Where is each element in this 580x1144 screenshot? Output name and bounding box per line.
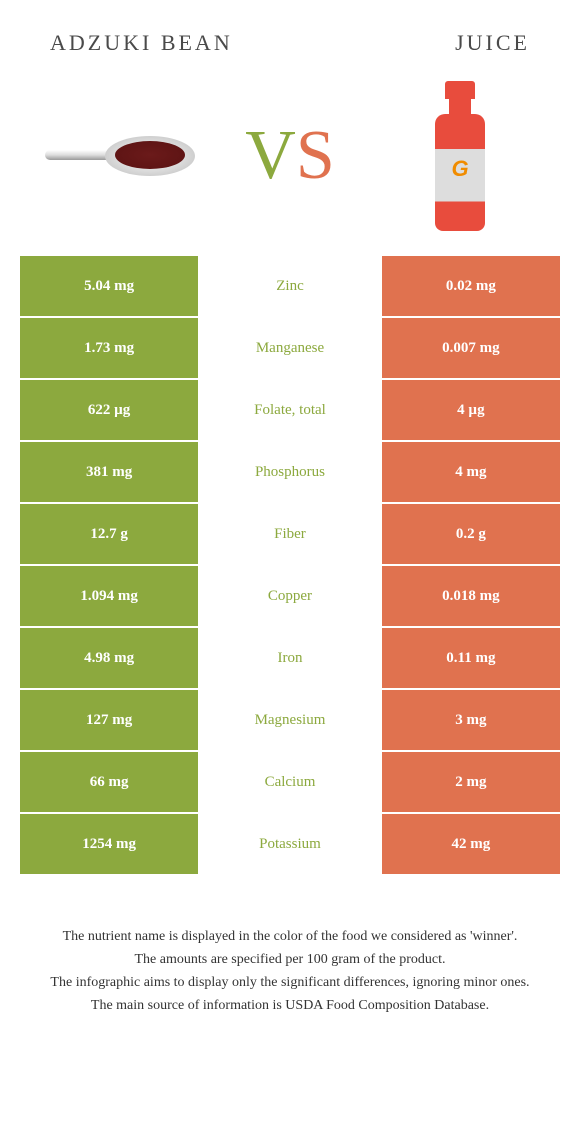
bottle-icon: G — [435, 81, 485, 231]
cell-right-value: 2 mg — [382, 752, 560, 812]
vs-row: VS G — [0, 66, 580, 256]
vs-label: VS — [245, 116, 335, 196]
table-row: 1.73 mgManganese0.007 mg — [20, 318, 560, 380]
cell-right-value: 4 µg — [382, 380, 560, 440]
cell-left-value: 1254 mg — [20, 814, 198, 874]
table-row: 1.094 mgCopper0.018 mg — [20, 566, 560, 628]
title-right: Juice — [455, 30, 530, 56]
cell-left-value: 381 mg — [20, 442, 198, 502]
footer-notes: The nutrient name is displayed in the co… — [0, 876, 580, 1038]
cell-right-value: 0.007 mg — [382, 318, 560, 378]
vs-v-letter: V — [245, 117, 296, 194]
table-row: 66 mgCalcium2 mg — [20, 752, 560, 814]
footer-line-4: The main source of information is USDA F… — [30, 995, 550, 1016]
cell-left-value: 5.04 mg — [20, 256, 198, 316]
cell-left-value: 4.98 mg — [20, 628, 198, 688]
cell-nutrient-name: Manganese — [198, 318, 382, 378]
cell-nutrient-name: Phosphorus — [198, 442, 382, 502]
cell-left-value: 127 mg — [20, 690, 198, 750]
cell-left-value: 622 µg — [20, 380, 198, 440]
nutrient-table: 5.04 mgZinc0.02 mg1.73 mgManganese0.007 … — [20, 256, 560, 876]
header-row: Adzuki bean Juice — [0, 0, 580, 66]
cell-nutrient-name: Iron — [198, 628, 382, 688]
table-row: 1254 mgPotassium42 mg — [20, 814, 560, 876]
juice-image: G — [380, 76, 540, 236]
footer-line-3: The infographic aims to display only the… — [30, 972, 550, 993]
adzuki-bean-image — [40, 76, 200, 236]
cell-left-value: 1.094 mg — [20, 566, 198, 626]
cell-right-value: 4 mg — [382, 442, 560, 502]
table-row: 381 mgPhosphorus4 mg — [20, 442, 560, 504]
cell-left-value: 66 mg — [20, 752, 198, 812]
cell-nutrient-name: Magnesium — [198, 690, 382, 750]
table-row: 4.98 mgIron0.11 mg — [20, 628, 560, 690]
cell-nutrient-name: Folate, total — [198, 380, 382, 440]
table-row: 5.04 mgZinc0.02 mg — [20, 256, 560, 318]
cell-nutrient-name: Fiber — [198, 504, 382, 564]
cell-left-value: 12.7 g — [20, 504, 198, 564]
cell-right-value: 0.2 g — [382, 504, 560, 564]
footer-line-1: The nutrient name is displayed in the co… — [30, 926, 550, 947]
cell-right-value: 3 mg — [382, 690, 560, 750]
cell-nutrient-name: Copper — [198, 566, 382, 626]
table-row: 12.7 gFiber0.2 g — [20, 504, 560, 566]
vs-s-letter: S — [296, 117, 335, 194]
cell-right-value: 42 mg — [382, 814, 560, 874]
table-row: 622 µgFolate, total4 µg — [20, 380, 560, 442]
cell-nutrient-name: Calcium — [198, 752, 382, 812]
table-row: 127 mgMagnesium3 mg — [20, 690, 560, 752]
cell-right-value: 0.018 mg — [382, 566, 560, 626]
cell-right-value: 0.11 mg — [382, 628, 560, 688]
cell-left-value: 1.73 mg — [20, 318, 198, 378]
title-left: Adzuki bean — [50, 30, 233, 56]
bottle-logo: G — [451, 156, 468, 182]
spoon-icon — [45, 136, 195, 176]
cell-nutrient-name: Zinc — [198, 256, 382, 316]
cell-nutrient-name: Potassium — [198, 814, 382, 874]
footer-line-2: The amounts are specified per 100 gram o… — [30, 949, 550, 970]
cell-right-value: 0.02 mg — [382, 256, 560, 316]
